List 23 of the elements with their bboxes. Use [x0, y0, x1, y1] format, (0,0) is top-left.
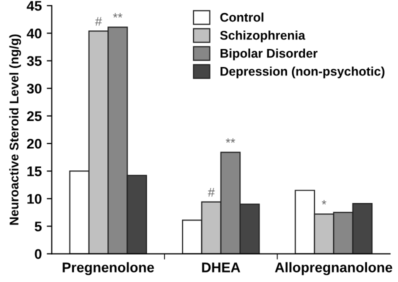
legend-label: Control — [220, 12, 264, 22]
y-axis-title: Neuroactive Steroid Level (ng/g) — [9, 34, 22, 225]
y-tick-label: 5 — [34, 222, 42, 232]
y-tick-label: 45 — [26, 1, 42, 11]
x-tick-label: Allopregnanolone — [274, 262, 392, 276]
x-tick-label: Pregnenolone — [62, 262, 154, 276]
x-tick-label: DHEA — [202, 262, 240, 272]
annotation: ** — [226, 138, 236, 143]
y-tick-label: 30 — [26, 84, 42, 94]
annotation: ** — [113, 13, 122, 18]
y-tick-label: 40 — [26, 28, 42, 38]
annotation: # — [208, 188, 215, 197]
annotation: * — [322, 200, 326, 205]
legend-label: Bipolar Disorder — [220, 48, 318, 60]
y-tick-label: 25 — [27, 111, 42, 122]
y-tick-label: 15 — [27, 166, 42, 176]
y-tick-label: 10 — [27, 194, 42, 204]
annotation: # — [95, 17, 102, 26]
y-tick-label: 35 — [26, 56, 42, 66]
y-tick-label: 0 — [34, 249, 42, 259]
y-tick-label: 20 — [27, 138, 42, 149]
legend-label: Depression (non-psychotic) — [220, 66, 384, 78]
legend-label: Schizophrenia — [220, 30, 306, 42]
